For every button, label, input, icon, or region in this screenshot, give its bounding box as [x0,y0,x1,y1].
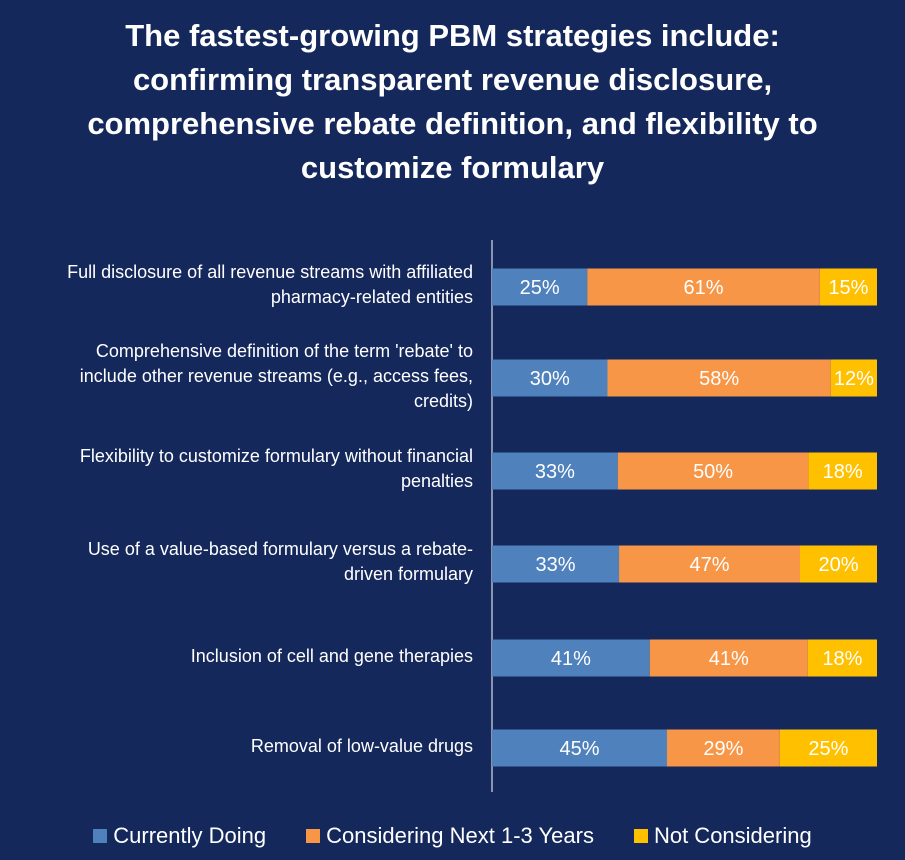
legend-item: Considering Next 1-3 Years [306,822,594,850]
data-label: 29% [703,738,743,760]
category-label-line: penalties [400,471,473,491]
bar-segment [492,359,608,397]
chart-title: The fastest-growing PBM strategies inclu… [0,14,905,190]
data-label: 20% [818,554,858,576]
category-label-line: Comprehensive definition of the term 're… [95,340,473,361]
category-label: Full disclosure of all revenue streams w… [0,260,473,310]
category-label: Comprehensive definition of the term 're… [0,339,473,414]
bar-segment [492,545,620,583]
data-label: 50% [693,461,733,483]
category-label-line: driven formulary [343,564,473,584]
category-label-line: include other revenue streams (e.g., acc… [79,365,473,386]
category-label-line: Full disclosure of all revenue streams w… [67,262,473,282]
data-label: 30% [530,368,570,390]
category-label-line: credits) [413,390,473,411]
data-label: 15% [828,277,868,299]
data-label: 41% [551,648,591,670]
legend-label: Considering Next 1-3 Years [326,823,594,848]
category-label-line: pharmacy-related entities [270,287,473,307]
legend: Currently Doing Considering Next 1-3 Year… [0,822,905,850]
category-label: Use of a value-based formulary versus a … [0,537,473,587]
bar-segment [830,359,877,397]
bar-segment [587,268,820,306]
legend-label: Not Considering [653,823,812,848]
data-label: 18% [822,648,862,670]
data-label: 58% [699,368,739,390]
bar-segment [819,268,877,306]
bar-segment [779,729,877,767]
legend-item: Currently Doing [93,822,266,850]
bar-segment [492,452,618,490]
legend-swatch [633,829,648,843]
bar-segment [492,729,667,767]
data-label: 61% [684,277,724,299]
bar-segment [807,639,877,677]
legend-item: Not Considering [633,822,812,850]
bar-segment [619,545,800,583]
category-label-line: Removal of low-value drugs [250,735,473,756]
bar-segment [617,452,809,490]
legend-swatch [93,829,108,843]
data-label: 12% [834,368,874,390]
category-label-line: Use of a value-based formulary versus a … [87,539,473,559]
category-label-line: Inclusion of cell and gene therapies [190,645,473,666]
category-label: Flexibility to customize formulary witho… [0,444,473,494]
chart-title-line: The fastest-growing PBM strategies inclu… [125,18,780,53]
legend-label: Currently Doing [113,823,267,848]
bar-segment [667,729,780,767]
data-label: 33% [535,461,575,483]
bar-segment [492,268,588,306]
chart-title-line: comprehensive rebate definition, and fle… [87,106,818,141]
category-label-line: Flexibility to customize formulary witho… [79,446,473,466]
category-label: Removal of low-value drugs [0,734,473,759]
data-label: 25% [808,738,848,760]
chart-title-line: customize formulary [300,150,605,185]
legend-swatch [306,829,321,843]
bar-segment [492,639,650,677]
bar-segment [607,359,831,397]
data-label: 45% [559,738,599,760]
bar-segment [808,452,877,490]
data-label: 33% [536,554,576,576]
data-label: 41% [709,648,749,670]
category-label: Inclusion of cell and gene therapies [0,644,473,669]
chart-title-line: confirming transparent revenue disclosur… [132,62,773,97]
data-label: 18% [823,461,863,483]
data-label: 25% [520,277,560,299]
data-label: 47% [690,554,730,576]
bars-group: 25% 61% 15% 30% 58% 12% 33% 50% 18% 33% 47% 20% 41% 4… [492,268,877,767]
bar-segment [800,545,877,583]
bar-segment [649,639,808,677]
